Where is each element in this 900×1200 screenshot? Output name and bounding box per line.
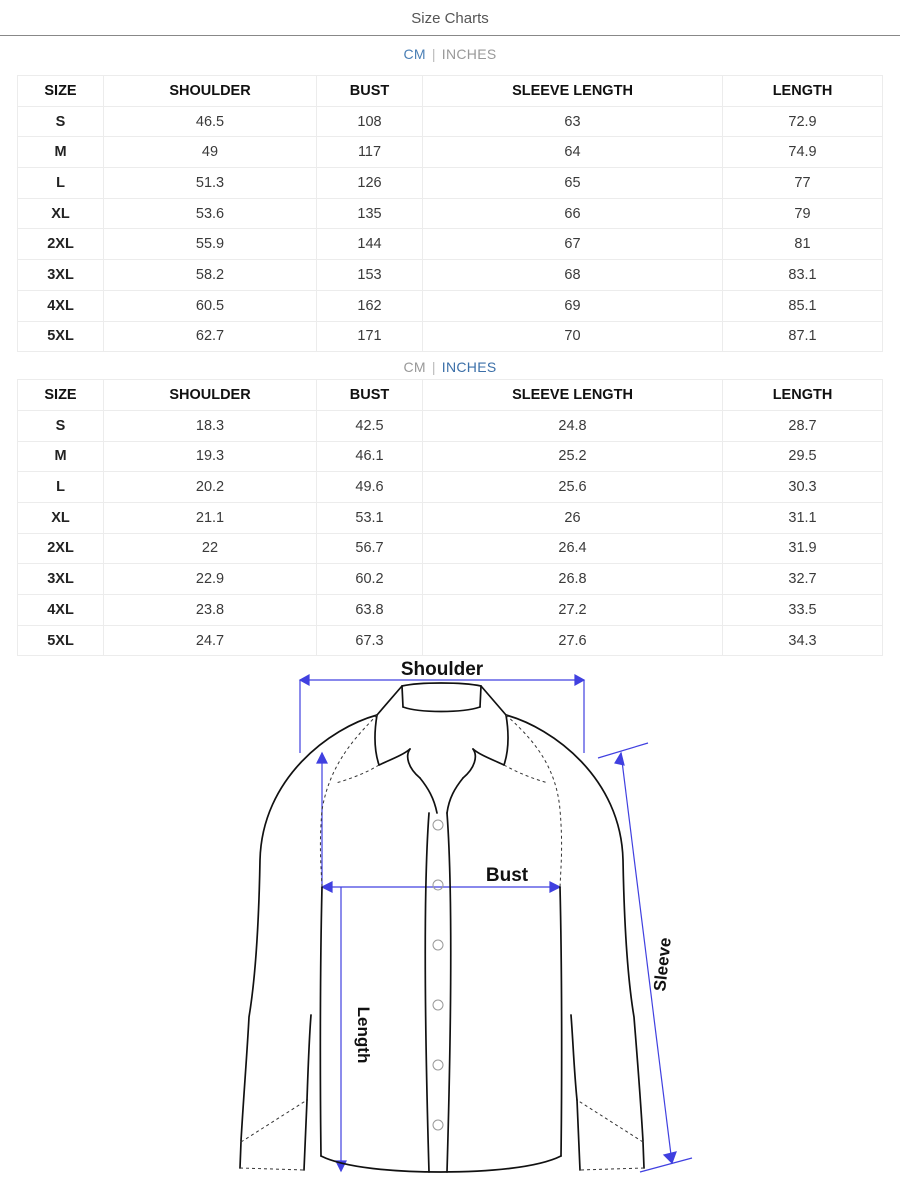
svg-text:Length: Length <box>354 1007 373 1064</box>
svg-text:Bust: Bust <box>486 865 529 886</box>
svg-text:Shoulder: Shoulder <box>401 659 484 680</box>
svg-text:Sleeve: Sleeve <box>650 937 675 993</box>
